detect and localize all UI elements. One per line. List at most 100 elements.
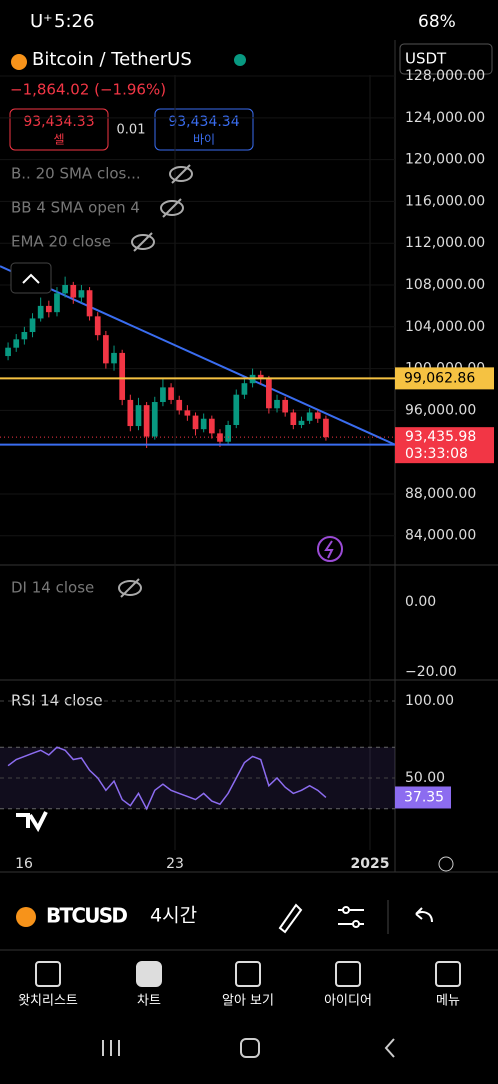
nav-icon[interactable]	[335, 961, 361, 987]
recents[interactable]	[102, 1040, 120, 1056]
y-tick-label: 104,000.00	[405, 319, 485, 335]
tv-logo	[16, 811, 48, 833]
collapse-button[interactable]	[10, 262, 52, 294]
spread: 0.01	[117, 123, 146, 138]
nav-label[interactable]: 왓치리스트	[18, 994, 78, 1009]
hide-slash	[133, 232, 153, 252]
candle-body	[233, 394, 240, 425]
last-tag	[395, 427, 494, 464]
y-tick-label: 128,000.00	[405, 68, 485, 84]
chart: 128,000.00 124,000.00 120,000.00 116,000.00…	[0, 40, 498, 872]
btc-icon-2	[16, 907, 36, 927]
hide-slash	[171, 164, 191, 184]
nav-icon[interactable]	[35, 961, 61, 987]
candle-body	[257, 374, 264, 380]
di-tick: 0.00	[405, 594, 436, 610]
nav-label[interactable]: 알아 보기	[222, 994, 274, 1009]
carrier: U⁺	[30, 11, 53, 32]
chevron	[22, 273, 40, 284]
date-label: 2025	[351, 856, 390, 872]
knob	[342, 906, 350, 914]
knob	[352, 920, 360, 928]
candle-body	[151, 402, 158, 437]
candle-body	[290, 412, 297, 425]
candle-body	[103, 335, 109, 364]
currency: USDT	[405, 50, 447, 68]
nav-icon[interactable]	[136, 961, 162, 987]
candle-body	[135, 405, 142, 427]
sell-button[interactable]	[9, 108, 109, 151]
rsi-tag	[395, 786, 451, 809]
candle-body	[70, 285, 77, 298]
btc-icon	[11, 54, 27, 70]
candle-body	[13, 339, 20, 348]
home[interactable]	[240, 1038, 260, 1058]
candle-body	[29, 318, 36, 333]
trendline	[0, 265, 396, 446]
time: 5:26	[54, 11, 94, 32]
candle-body	[111, 352, 117, 364]
buy-button[interactable]	[154, 108, 254, 151]
candle-body	[274, 399, 280, 409]
back[interactable]	[384, 1038, 395, 1058]
toolbar-symbol[interactable]: BTCUSD	[46, 904, 128, 928]
candle-body	[192, 415, 199, 430]
sell-price: 93,434.33	[23, 114, 94, 130]
candle-body	[168, 387, 174, 400]
nav-label[interactable]: 차트	[137, 994, 161, 1009]
currency-select[interactable]	[399, 43, 493, 75]
candle-body	[323, 418, 329, 438]
candle-body	[208, 418, 215, 434]
candle-body	[54, 293, 60, 313]
candle-body	[21, 332, 28, 340]
nav-label[interactable]: 아이디어	[324, 994, 372, 1009]
di-tick: −20.00	[405, 664, 457, 680]
market-dot	[234, 54, 246, 66]
y-tick-label: 108,000.00	[405, 277, 485, 293]
nav-icon[interactable]	[435, 961, 461, 987]
price-tag	[395, 367, 494, 390]
candle-body	[119, 352, 126, 400]
symbol: Bitcoin / TetherUS	[32, 49, 192, 70]
y-tick-label: 120,000.00	[405, 152, 485, 168]
candle-body	[176, 399, 183, 411]
rsi-tick: 100.00	[405, 693, 454, 709]
nav-label[interactable]: 메뉴	[436, 994, 460, 1009]
flash-icon[interactable]	[317, 536, 343, 562]
countdown: 03:33:08	[405, 446, 468, 462]
hide-icon	[131, 234, 155, 250]
di-label: DI 14 close	[11, 579, 94, 597]
y-tick-label: 96,000.00	[405, 402, 476, 418]
candle-body	[200, 418, 207, 430]
candle-body	[298, 420, 305, 425]
y-tick-label: 88,000.00	[405, 486, 476, 502]
undo-icon[interactable]	[415, 907, 433, 923]
interval[interactable]: 4시간	[150, 905, 197, 927]
indicator-label: B.. 20 SMA clos...	[11, 165, 141, 183]
candle-body	[282, 399, 289, 413]
hide-slash	[162, 198, 182, 218]
last-price: 93,435.98	[405, 429, 476, 445]
indicator-label: BB 4 SMA open 4	[11, 199, 140, 217]
rsi-tag-label: 37.35	[404, 789, 444, 805]
hide-icon	[169, 166, 193, 182]
draw-icon[interactable]	[278, 903, 303, 934]
buy-price: 93,434.34	[168, 114, 239, 130]
candle-body	[86, 290, 93, 317]
candle-body	[127, 399, 134, 427]
candle-body	[225, 425, 231, 442]
hide-icon	[118, 580, 142, 596]
candle-body	[78, 290, 85, 298]
nav-icon[interactable]	[235, 961, 261, 987]
candle-body	[266, 379, 272, 409]
candle-body	[306, 412, 313, 421]
settings-icon[interactable]	[438, 856, 454, 872]
sell-label: 셀	[53, 133, 64, 147]
y-tick-label: 84,000.00	[405, 528, 476, 544]
candle-body	[94, 316, 101, 336]
y-tick-label: 112,000.00	[405, 235, 485, 251]
price-tag-label: 99,062.86	[404, 370, 475, 386]
